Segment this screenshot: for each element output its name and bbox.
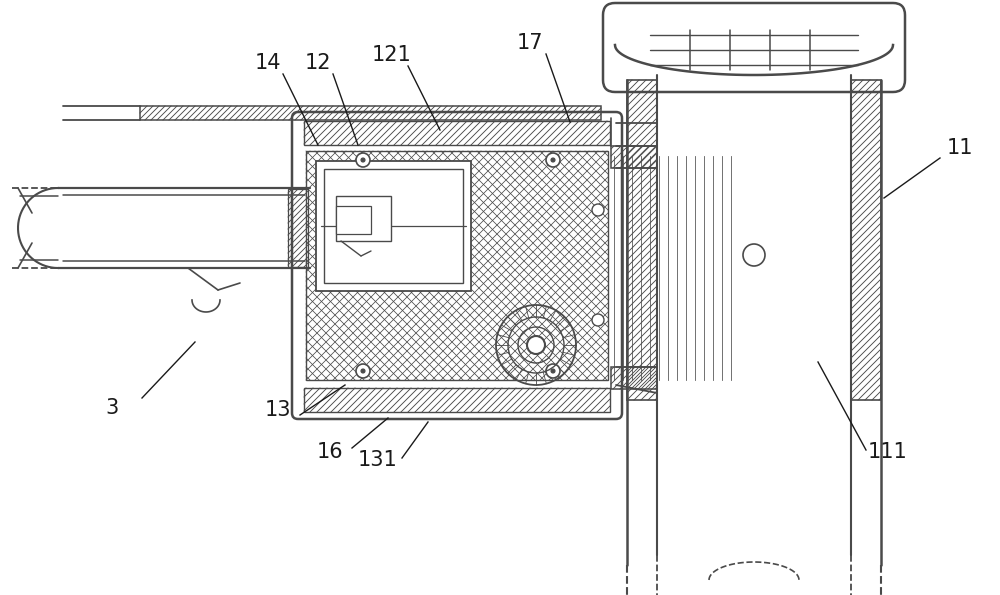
- Bar: [611, 367, 657, 389]
- Circle shape: [592, 314, 604, 326]
- Text: 3: 3: [105, 398, 119, 418]
- Text: 121: 121: [372, 45, 412, 65]
- Circle shape: [356, 364, 370, 378]
- Circle shape: [546, 153, 560, 167]
- Text: 17: 17: [517, 33, 543, 53]
- Bar: [316, 161, 471, 291]
- Bar: [140, 106, 601, 120]
- Bar: [304, 121, 610, 145]
- Circle shape: [546, 364, 560, 378]
- Bar: [336, 206, 371, 234]
- Bar: [851, 80, 881, 400]
- Bar: [627, 80, 657, 400]
- Circle shape: [527, 336, 545, 354]
- Circle shape: [356, 153, 370, 167]
- Text: 12: 12: [305, 53, 331, 73]
- Circle shape: [592, 204, 604, 216]
- Bar: [336, 196, 391, 241]
- Text: 14: 14: [255, 53, 281, 73]
- Text: 13: 13: [265, 400, 291, 420]
- Circle shape: [551, 369, 555, 373]
- Text: 111: 111: [868, 442, 908, 462]
- Circle shape: [361, 158, 365, 162]
- Bar: [324, 169, 463, 283]
- Circle shape: [551, 158, 555, 162]
- Text: 11: 11: [947, 138, 973, 158]
- Bar: [288, 189, 308, 267]
- Text: 131: 131: [358, 450, 398, 470]
- Text: 16: 16: [317, 442, 343, 462]
- Bar: [611, 146, 657, 168]
- Circle shape: [361, 369, 365, 373]
- Bar: [304, 388, 610, 412]
- Bar: [306, 151, 608, 380]
